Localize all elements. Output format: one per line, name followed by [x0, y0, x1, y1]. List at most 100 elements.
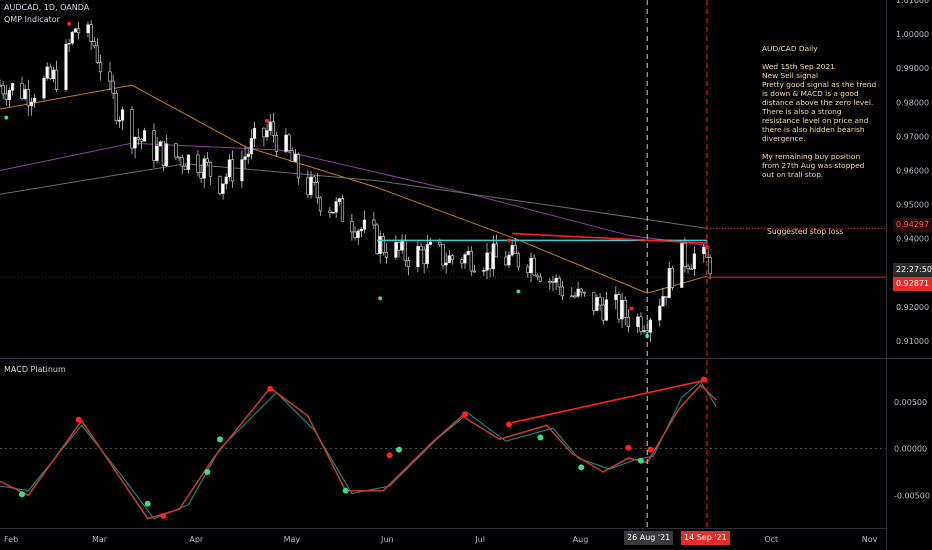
candle-body	[20, 83, 24, 99]
macd-axis-tick: -0.00500	[894, 491, 930, 500]
candle-body	[196, 154, 200, 173]
candle-body	[639, 316, 643, 332]
candle-body	[92, 41, 96, 47]
candle-body	[309, 176, 313, 196]
candle-body	[45, 66, 49, 79]
candle-body	[488, 252, 492, 270]
candle-body	[161, 141, 165, 167]
macd-buy-dot	[342, 487, 349, 494]
candle-body	[142, 130, 147, 142]
macd-indicator-label[interactable]: MACD Platinum	[4, 365, 66, 374]
candle-body	[243, 156, 247, 160]
candle-body	[510, 245, 514, 256]
candle-body	[425, 244, 429, 265]
candle-body	[183, 165, 187, 170]
candle-body	[249, 138, 253, 155]
candle-body	[636, 316, 640, 328]
candle-body	[0, 84, 2, 87]
candle-body	[460, 259, 464, 264]
candle-body	[463, 254, 467, 264]
candle-body	[246, 153, 250, 158]
candle-body	[406, 260, 411, 268]
candle-body	[180, 157, 184, 167]
candle-body	[494, 243, 499, 258]
candle-body	[23, 89, 27, 99]
candle-body	[26, 89, 30, 107]
macd-pane	[0, 376, 886, 520]
macd-sell-dot	[505, 421, 512, 428]
candle-body	[670, 267, 674, 288]
sell-signal-dot	[67, 21, 72, 26]
candle-body	[174, 143, 178, 158]
candle-body	[306, 177, 310, 196]
candle-body	[271, 121, 275, 136]
candle-body	[152, 130, 156, 161]
candle-body	[626, 316, 630, 328]
candle-body	[680, 242, 684, 288]
candle-body	[689, 268, 693, 271]
macd-buy-dot	[204, 469, 211, 475]
price-axis-tick: 0.91000	[896, 337, 929, 346]
candle-body	[661, 296, 665, 307]
candle-body	[328, 210, 332, 214]
candle-body	[1, 85, 5, 95]
candle-body	[491, 243, 495, 270]
moving-average-gray	[0, 163, 707, 229]
candle-body	[648, 319, 652, 333]
candle-body	[362, 219, 367, 230]
symbol-label[interactable]: AUDCAD, 1D, OANDA	[4, 3, 90, 12]
candle-body	[120, 109, 125, 121]
stop-loss-label: Suggested stop loss	[767, 227, 844, 236]
candle-body	[227, 159, 231, 178]
candle-body	[595, 297, 599, 311]
candle-body	[485, 252, 489, 271]
price-axis-tick: 0.95000	[896, 201, 929, 210]
candle-body	[130, 109, 134, 149]
price-divergence-line	[512, 232, 707, 244]
candle-body	[614, 294, 618, 301]
candle-body	[136, 136, 140, 140]
candle-body	[284, 134, 288, 152]
candle-body	[350, 221, 354, 233]
candle-body	[64, 43, 68, 90]
candle-body	[359, 228, 363, 232]
candle-body	[290, 150, 294, 162]
candle-body	[441, 243, 445, 266]
annotation-title: AUD/CAD Daily	[762, 44, 818, 53]
candle-body	[428, 241, 433, 245]
candle-body	[623, 299, 627, 318]
candle-body	[117, 119, 121, 122]
buy-signal-dot	[516, 289, 521, 294]
candle-body	[337, 198, 341, 202]
candle-body	[86, 24, 90, 34]
candle-body	[416, 246, 420, 268]
candle-body	[548, 280, 552, 283]
candle-body	[32, 97, 37, 103]
macd-sell-dot	[386, 452, 393, 459]
candle-body	[268, 121, 272, 131]
candle-body	[252, 127, 257, 139]
candle-body	[340, 198, 345, 222]
trade-annotation[interactable]: AUD/CAD Daily Wed 15th Sep 2021 New Sell…	[762, 44, 877, 188]
time-axis-month: May	[284, 535, 301, 544]
macd-sell-dot	[267, 385, 274, 392]
candle-body	[155, 145, 159, 161]
candle-body	[274, 135, 279, 152]
moving-average-orange	[0, 84, 708, 294]
candle-body	[318, 197, 323, 212]
candle-body	[529, 257, 533, 274]
candle-body	[312, 176, 316, 183]
candle-body	[353, 231, 357, 239]
candle-body	[617, 294, 621, 320]
indicator-label[interactable]: QMP Indicator	[4, 15, 60, 24]
date-marker-left: 26 Aug '21	[624, 531, 674, 545]
candle-body	[10, 83, 15, 91]
sell-signal-dot	[629, 306, 634, 311]
candle-body	[293, 154, 297, 162]
candle-body	[582, 291, 586, 294]
candle-body	[98, 62, 103, 73]
candle-body	[419, 246, 423, 251]
candle-body	[551, 280, 555, 283]
